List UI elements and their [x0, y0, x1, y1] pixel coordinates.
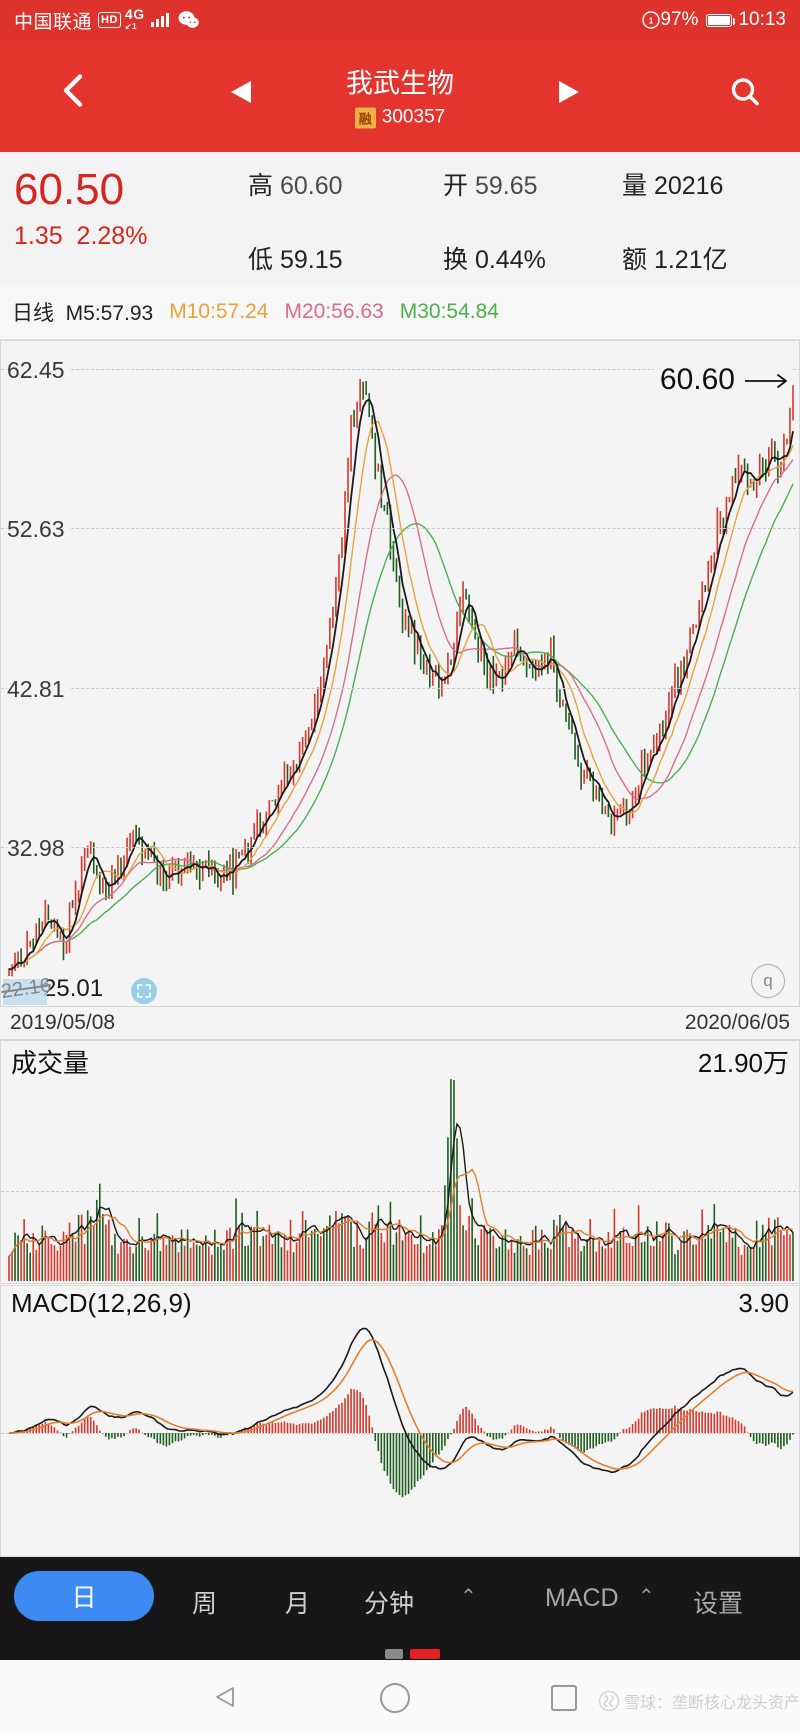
svg-text:1: 1 — [649, 17, 654, 26]
